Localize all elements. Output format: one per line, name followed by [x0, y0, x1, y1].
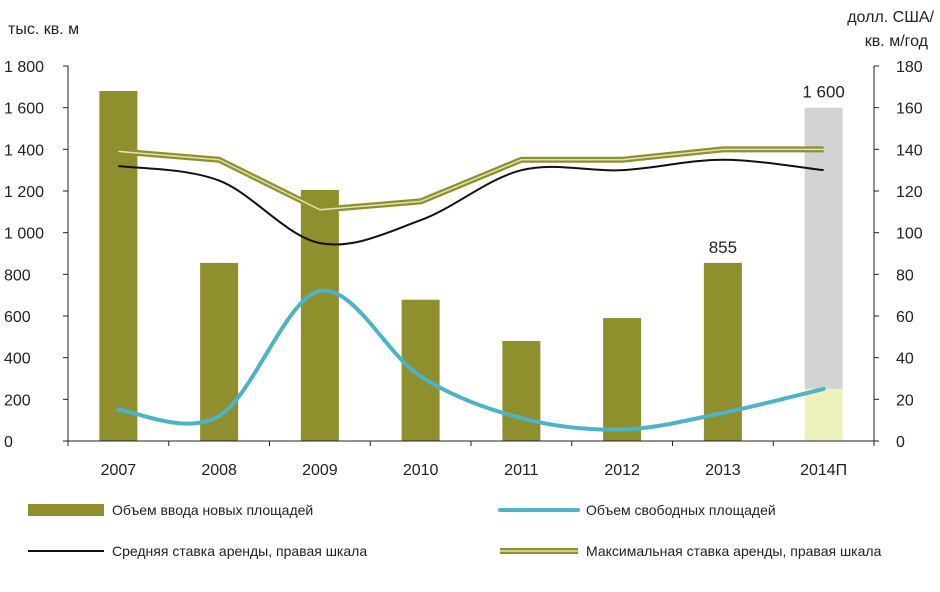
bar-data-label: 1 600	[802, 83, 845, 102]
right-axis-title-line1: долл. США/	[847, 9, 934, 26]
vacancy-line	[116, 288, 826, 432]
legend-label-bars: Объем ввода новых площадей	[112, 502, 313, 518]
legend-swatch-bars	[28, 504, 104, 516]
left-tick-label: 1 000	[4, 226, 44, 243]
left-tick-label: 800	[4, 267, 31, 284]
left-tick-label: 400	[4, 351, 31, 368]
right-axis-title-line2: кв. м/год	[865, 33, 929, 50]
right-tick-label: 120	[896, 184, 923, 201]
ticks-layer: 0 200 400 600 800 1 000 1 200 1 400 1 600 1 800 0 2…	[4, 59, 923, 479]
left-tick-label: 0	[4, 434, 13, 451]
bar-forecast-lower	[804, 388, 843, 441]
right-tick-label: 180	[896, 59, 923, 76]
right-tick-label: 140	[896, 142, 923, 159]
x-tick-label: 2007	[101, 462, 137, 479]
x-tick-label: 2014П	[800, 462, 847, 479]
left-tick-label: 1 600	[4, 101, 44, 118]
legend-label-avg-rent: Средняя ставка аренды, правая шкала	[112, 543, 367, 559]
x-tick-label: 2011	[504, 462, 539, 479]
left-axis-title: тыс. кв. м	[8, 21, 79, 38]
bar	[603, 318, 642, 441]
bar-forecast-upper	[804, 107, 843, 389]
left-tick-label: 1 400	[4, 142, 44, 159]
max-rent-line-inner	[118, 148, 824, 211]
x-tick-label: 2012	[604, 462, 640, 479]
legend: Объем ввода новых площадей Объем свободн…	[28, 502, 882, 559]
lines-layer	[116, 146, 826, 432]
legend-label-max-rent: Максимальная ставка аренды, правая шкала	[586, 543, 882, 559]
right-tick-label: 80	[896, 267, 914, 284]
bar-data-label: 855	[709, 238, 737, 257]
bar	[502, 341, 541, 441]
right-tick-label: 160	[896, 101, 923, 118]
left-tick-label: 1 200	[4, 184, 44, 201]
bar	[401, 299, 440, 441]
left-tick-label: 600	[4, 309, 31, 326]
bar	[99, 91, 138, 441]
legend-label-vacancy: Объем свободных площадей	[586, 502, 776, 518]
x-tick-label: 2008	[201, 462, 237, 479]
x-tick-label: 2013	[705, 462, 741, 479]
right-tick-label: 0	[896, 434, 905, 451]
bar	[300, 189, 339, 441]
right-tick-label: 60	[896, 309, 914, 326]
left-tick-label: 1 800	[4, 59, 44, 76]
max-rent-line	[118, 146, 824, 213]
right-tick-label: 20	[896, 392, 914, 409]
right-tick-label: 40	[896, 351, 914, 368]
axes-layer	[67, 66, 875, 442]
left-tick-label: 200	[4, 392, 31, 409]
bar	[200, 262, 239, 441]
x-tick-label: 2009	[302, 462, 338, 479]
avg-rent-line	[118, 158, 824, 246]
bars-layer	[99, 91, 843, 441]
x-tick-label: 2010	[403, 462, 439, 479]
labels-layer: 855 1 600	[709, 83, 845, 257]
right-tick-label: 100	[896, 226, 923, 243]
